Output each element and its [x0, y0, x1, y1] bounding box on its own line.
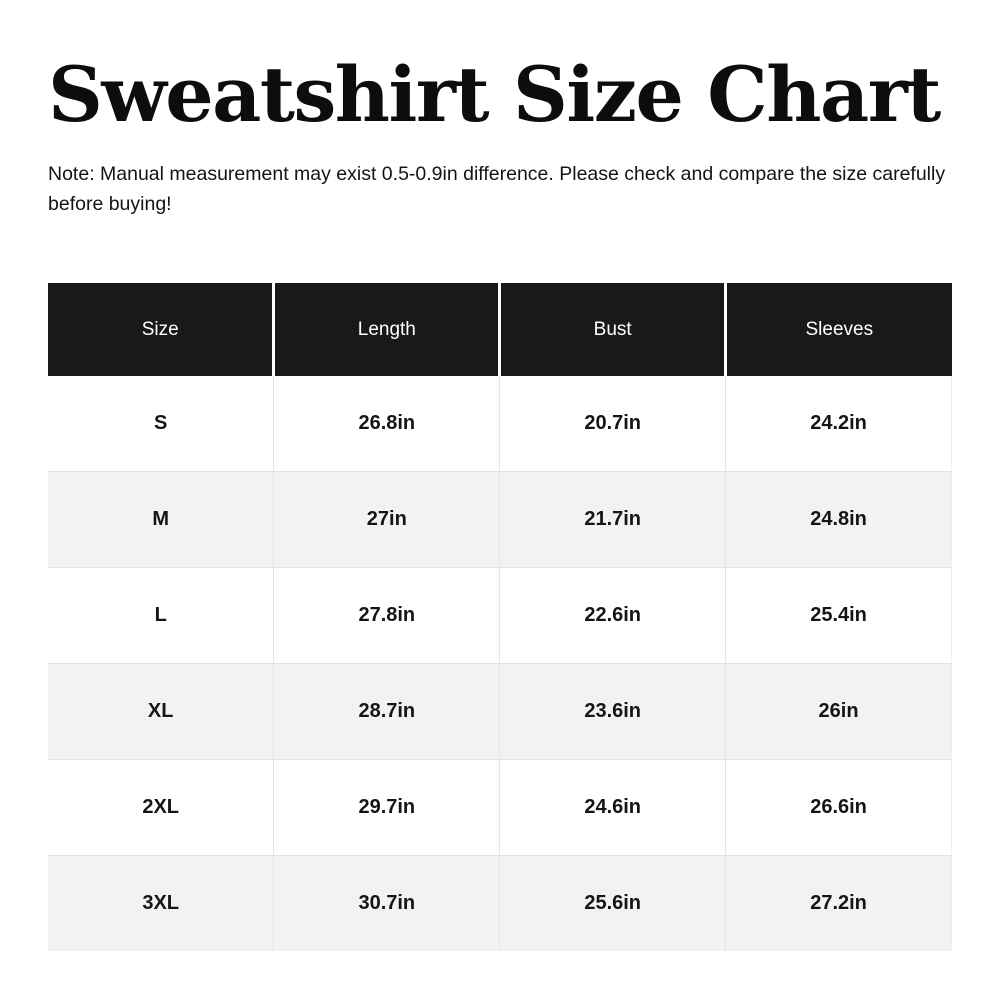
measurement-cell: 23.6in: [499, 663, 726, 760]
page-title: Sweatshirt Size Chart: [48, 50, 941, 139]
measurement-cell: 21.7in: [499, 471, 726, 568]
column-header-bust: Bust: [498, 283, 726, 377]
column-header-sleeves: Sleeves: [724, 283, 952, 377]
table-row: M 27in 21.7in 24.8in: [48, 471, 952, 568]
size-cell: XL: [48, 663, 274, 760]
column-header-size: Size: [48, 283, 274, 377]
measurement-cell: 26in: [725, 663, 952, 760]
measurement-cell: 27.8in: [273, 567, 500, 664]
measurement-cell: 24.2in: [725, 376, 952, 472]
table-body: S 26.8in 20.7in 24.2in M 27in 21.7in 24.8in L 27.…: [48, 376, 952, 952]
table-row: 3XL 30.7in 25.6in 27.2in: [48, 855, 952, 952]
table-row: XL 28.7in 23.6in 26in: [48, 663, 952, 760]
size-chart-table: Size Length Bust Sleeves S 26.8in 20.7in 24.2i…: [48, 283, 952, 952]
table-row: 2XL 29.7in 24.6in 26.6in: [48, 759, 952, 856]
size-cell: 2XL: [48, 759, 274, 856]
measurement-cell: 24.8in: [725, 471, 952, 568]
measurement-cell: 27.2in: [725, 855, 952, 952]
measurement-cell: 25.4in: [725, 567, 952, 664]
measurement-cell: 29.7in: [273, 759, 500, 856]
measurement-cell: 22.6in: [499, 567, 726, 664]
measurement-cell: 24.6in: [499, 759, 726, 856]
note-text: Note: Manual measurement may exist 0.5-0…: [48, 163, 946, 216]
size-cell: L: [48, 567, 274, 664]
table-row: L 27.8in 22.6in 25.4in: [48, 567, 952, 664]
size-chart-page: Sweatshirt Size Chart Note: Manual measu…: [48, 0, 952, 952]
size-cell: 3XL: [48, 855, 274, 952]
size-cell: M: [48, 471, 274, 568]
table-header: Size Length Bust Sleeves: [48, 283, 952, 377]
measurement-cell: 27in: [273, 471, 500, 568]
measurement-cell: 25.6in: [499, 855, 726, 952]
column-header-length: Length: [272, 283, 500, 377]
measurement-cell: 28.7in: [273, 663, 500, 760]
measurement-cell: 20.7in: [499, 376, 726, 472]
measurement-cell: 30.7in: [273, 855, 500, 952]
table-header-row: Size Length Bust Sleeves: [48, 283, 952, 377]
table-row: S 26.8in 20.7in 24.2in: [48, 376, 952, 472]
size-cell: S: [48, 376, 274, 472]
measurement-cell: 26.6in: [725, 759, 952, 856]
measurement-cell: 26.8in: [273, 376, 500, 472]
